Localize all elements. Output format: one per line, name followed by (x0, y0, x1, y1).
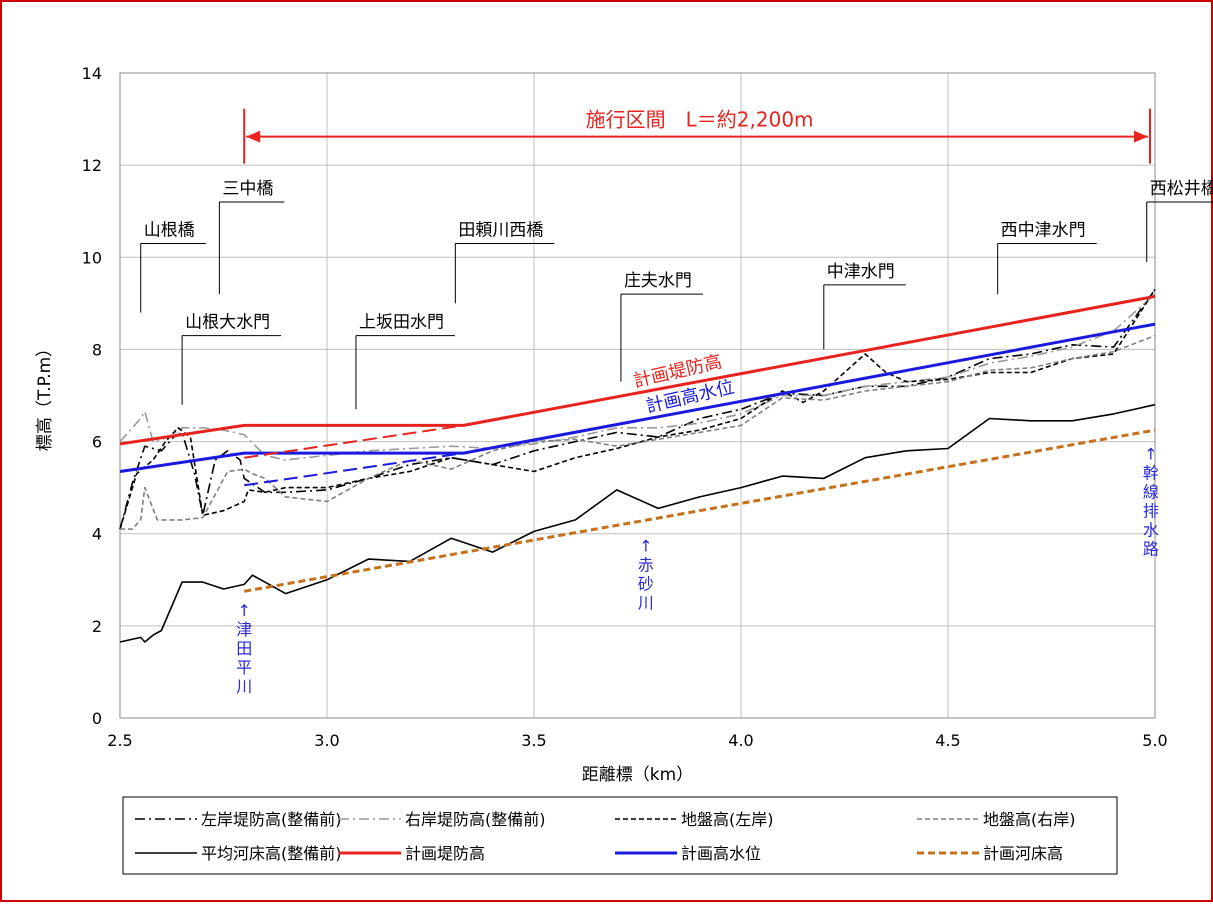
x-tick-label: 4.5 (935, 731, 960, 750)
y-tick-label: 0 (92, 709, 102, 728)
bridge-label: 三中橋 (222, 179, 273, 199)
inflow-label-char: 津 (236, 620, 252, 639)
axes: 0 2 4 6 8 10 12 14 2.5 3.0 3.5 4.0 4.5 5.0 距離標（km） 標高（T… (35, 64, 1168, 785)
inflow-label-char: 排 (1143, 502, 1159, 521)
y-axis-title: 標高（T.P.m） (35, 340, 55, 451)
legend-label: 地盤高(左岸) (681, 810, 774, 829)
y-tick-label: 6 (92, 433, 102, 452)
y-tick-label: 14 (82, 64, 102, 83)
legend-label: 地盤高(右岸) (983, 810, 1076, 829)
inflow-label-char: ↑ (639, 537, 652, 556)
gate-label: 西中津水門 (1001, 220, 1086, 240)
x-tick-label: 3.5 (521, 731, 546, 750)
series-line (120, 334, 1156, 530)
section-arrowhead-right (1134, 130, 1148, 143)
bridge-label: 田頼川西橋 (458, 220, 543, 240)
legend-label: 計画堤防高 (405, 844, 485, 863)
legend-label: 計画高水位 (681, 844, 761, 863)
gate-label: 山根大水門 (185, 313, 270, 333)
gate-label: 上坂田水門 (359, 313, 444, 333)
bridge-label: 西松井橋 (1150, 179, 1213, 199)
inflow-label-char: 路 (1143, 540, 1159, 559)
inflow-label-char: ↑ (237, 601, 250, 620)
legend-label: 右岸堤防高(整備前) (405, 810, 546, 829)
series-line (243, 428, 1156, 593)
x-axis-title: 距離標（km） (582, 765, 693, 785)
gate-label: 中津水門 (827, 262, 895, 282)
gate-label: 庄夫水門 (624, 271, 692, 291)
plot-border (119, 72, 1156, 719)
inflow-label-char: 砂 (638, 575, 654, 594)
series-line (119, 294, 1156, 446)
inflow-label-char: ↑ (1144, 445, 1157, 464)
inflow-label-char: 水 (1143, 521, 1159, 540)
bridge-label: 山根橋 (144, 220, 195, 240)
legend-label: 左岸堤防高(整備前) (201, 810, 342, 829)
legend-label: 平均河床高(整備前) (201, 844, 342, 863)
series-line (119, 322, 1156, 473)
x-tick-label: 4.0 (728, 731, 753, 750)
x-tick-label: 5.0 (1142, 731, 1167, 750)
inflow-label-char: 赤 (638, 556, 654, 575)
inflow-label-char: 川 (638, 594, 654, 613)
section-arrowhead-left (246, 130, 261, 143)
series-layer (119, 289, 1156, 643)
x-tick-label: 3.0 (314, 731, 339, 750)
inflow-label-char: 線 (1143, 483, 1159, 502)
legend-box (122, 796, 1118, 875)
y-tick-label: 12 (82, 156, 102, 175)
inflow-label-char: 田 (236, 639, 252, 658)
y-tick-label: 10 (82, 248, 102, 267)
inflow-label-char: 平 (236, 658, 252, 677)
section-label: 施行区間 L＝約2,200m (586, 108, 814, 132)
x-tick-label: 2.5 (107, 731, 132, 750)
legend: 左岸堤防高(整備前) 右岸堤防高(整備前) 地盤高(左岸) 地盤高(右岸) 平均河床高(… (122, 796, 1118, 875)
series-line (119, 403, 1156, 643)
y-tick-label: 8 (92, 340, 102, 359)
series-line (119, 289, 1156, 530)
y-tick-label: 2 (92, 617, 102, 636)
planned-section-dashed-line (244, 452, 464, 487)
inflow-label-char: 川 (236, 677, 252, 696)
planned-section-dashed-line (244, 424, 464, 459)
inflow-label-char: 幹 (1143, 464, 1159, 483)
legend-label: 計画河床高 (983, 844, 1063, 863)
y-tick-label: 4 (92, 525, 102, 544)
